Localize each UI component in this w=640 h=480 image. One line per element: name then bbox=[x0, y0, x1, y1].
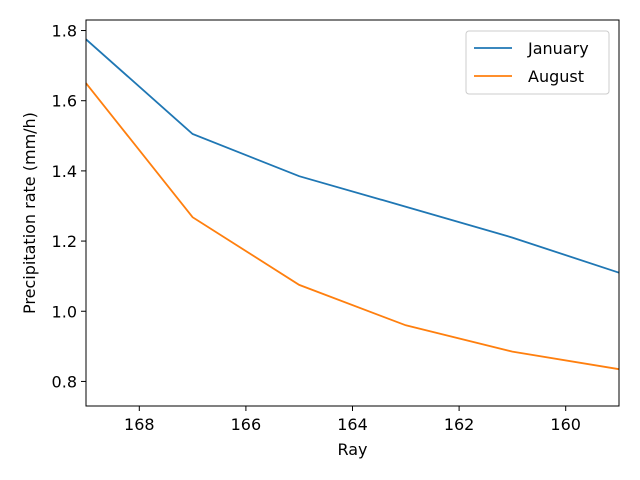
x-tick-label: 168 bbox=[124, 415, 155, 434]
x-tick-label: 166 bbox=[231, 415, 262, 434]
series-line-january bbox=[85, 38, 620, 274]
legend-box bbox=[465, 30, 610, 95]
plot-lines bbox=[85, 38, 620, 371]
y-axis: 0.8 1.0 1.2 1.4 1.6 1.8 bbox=[52, 22, 86, 391]
x-axis-label: Ray bbox=[337, 440, 367, 459]
y-tick-label: 1.2 bbox=[52, 232, 77, 251]
y-tick-label: 0.8 bbox=[52, 372, 77, 391]
y-axis-label: Precipitation rate (mm/h) bbox=[20, 112, 39, 314]
x-tick-label: 164 bbox=[337, 415, 368, 434]
legend-label-august: August bbox=[528, 67, 584, 86]
legend-label-january: January bbox=[527, 39, 589, 58]
series-line-august bbox=[85, 82, 620, 371]
x-tick-label: 162 bbox=[444, 415, 475, 434]
y-tick-label: 1.0 bbox=[52, 302, 77, 321]
x-axis: 168 166 164 162 160 bbox=[124, 406, 581, 434]
y-tick-label: 1.6 bbox=[52, 92, 77, 111]
y-tick-label: 1.8 bbox=[52, 22, 77, 41]
x-tick-label: 160 bbox=[550, 415, 581, 434]
y-tick-label: 1.4 bbox=[52, 162, 77, 181]
legend: January August bbox=[465, 30, 610, 95]
